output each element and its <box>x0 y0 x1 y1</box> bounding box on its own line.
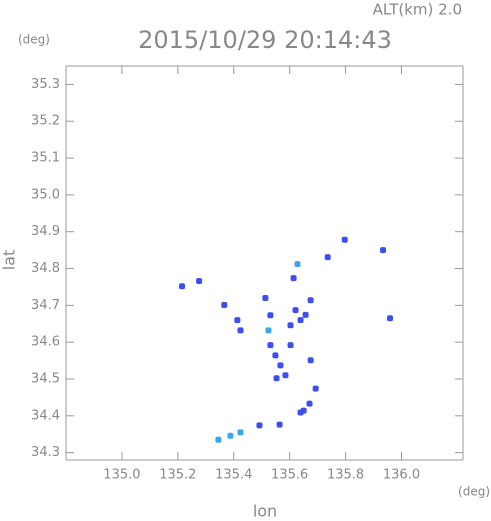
x-unit: (deg) <box>458 485 490 499</box>
y-tick-label: 34.3 <box>31 445 60 460</box>
echo-cell <box>380 247 387 254</box>
echo-cell <box>387 315 394 322</box>
echo-cell <box>227 432 234 439</box>
y-tick-label: 35.2 <box>31 114 60 129</box>
y-axis-label: lat <box>0 250 19 271</box>
y-tick-label: 35.0 <box>31 187 60 202</box>
echo-cell <box>196 278 203 285</box>
x-tick-label: 135.6 <box>271 468 308 483</box>
echo-cell <box>221 301 228 308</box>
x-axis-label: lon <box>253 502 277 521</box>
echo-cell <box>267 342 274 349</box>
x-tick-label: 135.4 <box>215 468 252 483</box>
y-tick-label: 34.5 <box>31 371 60 386</box>
y-tick-label: 34.8 <box>31 261 60 276</box>
y-tick-label: 34.4 <box>31 408 60 423</box>
echo-cell <box>237 327 244 334</box>
echo-cell <box>287 342 294 349</box>
echo-cell <box>282 372 289 379</box>
echo-cell <box>307 357 314 364</box>
echo-cell <box>237 429 244 436</box>
echo-cell <box>297 317 304 324</box>
chart-title: 2015/10/29 20:14:43 <box>138 26 392 54</box>
y-tick-label: 35.3 <box>31 77 60 92</box>
echo-cell <box>267 312 274 319</box>
echo-cell <box>262 294 269 301</box>
x-tick-label: 135.0 <box>103 468 140 483</box>
echo-cell <box>294 261 301 268</box>
echo-cell <box>277 362 284 369</box>
echo-cell <box>312 385 319 392</box>
echo-cell <box>290 275 297 282</box>
y-unit: (deg) <box>18 33 50 47</box>
plot-frame <box>65 65 464 461</box>
altitude-label: ALT(km) 2.0 <box>373 1 462 19</box>
echo-cell <box>324 254 331 261</box>
y-tick-label: 34.7 <box>31 298 60 313</box>
y-tick-label: 34.6 <box>31 335 60 350</box>
echo-cell <box>265 327 272 334</box>
echo-cell <box>302 311 309 318</box>
echo-cell <box>273 375 280 382</box>
x-tick-label: 135.8 <box>327 468 364 483</box>
echo-cell <box>307 297 314 304</box>
y-tick-label: 35.1 <box>31 151 60 166</box>
echo-cell <box>215 436 222 443</box>
echo-cell <box>287 322 294 329</box>
echo-cell <box>234 317 241 324</box>
echo-cell <box>272 352 279 359</box>
echo-cell <box>292 307 299 314</box>
echo-cell <box>306 400 313 407</box>
x-tick-label: 135.2 <box>159 468 196 483</box>
echo-cell <box>297 409 304 416</box>
echo-cell <box>276 421 283 428</box>
echo-cell <box>341 236 348 243</box>
y-tick-label: 34.9 <box>31 224 60 239</box>
echo-cell <box>256 422 263 429</box>
x-tick-label: 136.0 <box>383 468 420 483</box>
echo-cell <box>179 283 186 290</box>
